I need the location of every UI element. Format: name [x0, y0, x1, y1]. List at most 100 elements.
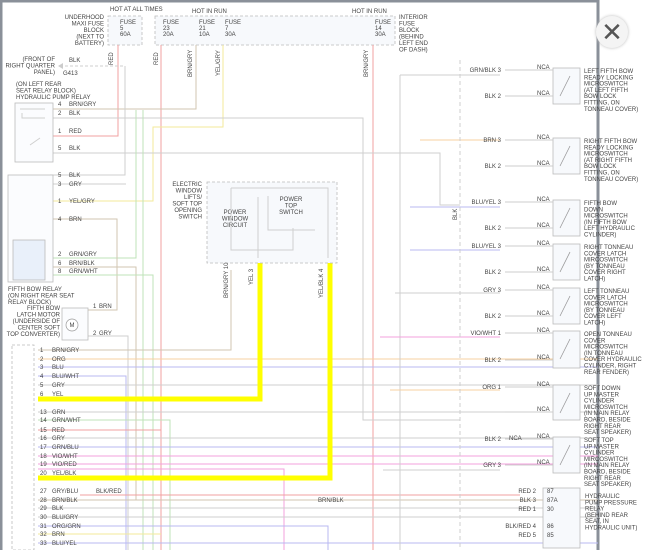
- switch-description: UP MASTER: [584, 444, 620, 450]
- wire: [38, 468, 285, 550]
- switch-description: RIGHT TONNEAU: [584, 245, 633, 251]
- label: UNDERHOOD: [65, 15, 105, 21]
- switch-description: CYLINDER: [584, 399, 615, 405]
- label: POWER: [224, 210, 247, 216]
- wire: [50, 218, 118, 311]
- wire: [50, 117, 460, 421]
- label: WINDOW: [176, 189, 203, 195]
- label: BLK: [69, 58, 80, 64]
- wire-label: BLK: [453, 209, 459, 220]
- switch-description: (IN MAIN RELAY: [584, 411, 630, 417]
- nca-label: NCA: [537, 285, 550, 291]
- pin-number: 3: [40, 365, 44, 371]
- label: (NEXT TO: [76, 35, 104, 41]
- switch-description: MICROSWITCH: [584, 405, 628, 411]
- pin-color: BRN/GRY: [69, 102, 96, 108]
- hydraulic-pump-relay: [14, 102, 54, 163]
- switch-description: MICROSWITCH: [584, 152, 628, 158]
- wire-label: BRN/GRY: [364, 50, 370, 77]
- motor-symbol: M: [70, 323, 75, 329]
- switch-contact-icon: [559, 145, 571, 167]
- switch-description: SEAT SPEAKER): [584, 430, 631, 436]
- interior-fuse-block: [154, 15, 396, 46]
- switch-description: BOW LOCK: [584, 94, 616, 100]
- switch-description: SOFT TOP: [584, 438, 614, 444]
- switch-description: (IN FIFTH BOW: [584, 220, 627, 226]
- pin-label: RED 5: [518, 533, 536, 539]
- pin-color: YEL/BLK: [52, 471, 76, 477]
- switch-description: LEFT TONNEAU: [584, 289, 629, 295]
- wire: [38, 270, 232, 351]
- pin-number: 2: [58, 252, 62, 258]
- switch-description: READY LOCKING: [584, 75, 634, 81]
- label: CENTER SOFT: [18, 326, 61, 332]
- relay-description: HYDRAULIC: [585, 494, 620, 500]
- switch-contact-icon: [559, 338, 571, 360]
- fuse-number: 7: [225, 26, 229, 32]
- label: OF DASH): [399, 48, 428, 54]
- pin-number: 5: [40, 383, 44, 389]
- label: FIFTH BOW: [27, 306, 60, 312]
- pin-color: VIO/RED: [52, 462, 77, 468]
- fuse-number: 14: [375, 26, 382, 32]
- pin-number: 27: [40, 489, 47, 495]
- pin-number: 2: [58, 111, 62, 117]
- pin-label: BLU/YEL 3: [472, 200, 502, 206]
- pin-number: 29: [40, 506, 47, 512]
- close-icon: ✕: [601, 17, 623, 47]
- pin-number: 1: [58, 129, 62, 135]
- pin-color: GRN/WHT: [69, 269, 98, 275]
- label: SEAT RELAY BLOCK): [16, 89, 76, 95]
- nca-label: NCA: [537, 328, 550, 334]
- pin-label: GRY 3: [483, 288, 501, 294]
- label: (ON LEFT REAR: [16, 82, 62, 88]
- label: HOT IN RUN: [352, 9, 387, 15]
- pin-label: RED 2: [518, 489, 536, 495]
- pin-number: 4: [58, 102, 62, 108]
- switch-description: MIRCOSWITCH: [584, 258, 628, 264]
- label: BLOCK: [399, 28, 419, 34]
- pin-label: BLK 2: [485, 270, 502, 276]
- pin-label: BLK 3: [520, 498, 537, 504]
- pin-number: 13: [40, 410, 47, 416]
- pin-label: VIO/WHT 1: [470, 331, 501, 337]
- switch-contact-icon: [559, 444, 571, 466]
- pin-number: 2: [40, 357, 44, 363]
- nca-label: NCA: [537, 135, 550, 141]
- fuse-rating: 10A: [199, 32, 210, 38]
- label: G413: [63, 71, 78, 77]
- pin-label: GRY 3: [483, 463, 501, 469]
- nca-label: NCA: [537, 223, 550, 229]
- label: TOP: [285, 204, 297, 210]
- close-button[interactable]: ✕: [596, 16, 628, 48]
- fuse-label: FUSE: [375, 20, 391, 26]
- pin-number: 5: [58, 146, 62, 152]
- switch-description: MICROSWITCH: [584, 345, 628, 351]
- label: GRY: [99, 331, 112, 337]
- switch-contact-icon: [559, 251, 571, 273]
- switch-description: (IN TONNEAU: [584, 351, 623, 357]
- pin-color: GRY: [52, 383, 65, 389]
- switch-description: RIGHT REAR: [584, 476, 622, 482]
- pin-color: GRN/GRY: [69, 252, 97, 258]
- nca-label: NCA: [537, 267, 550, 273]
- wire-label: BRN/GRY: [188, 50, 194, 77]
- pin-color: BLK: [52, 506, 63, 512]
- label: 2: [93, 331, 97, 337]
- fuse-rating: 20A: [163, 32, 174, 38]
- terminal-label: 85: [547, 533, 554, 539]
- switch-description: COVER HYDRAULIC: [584, 357, 642, 363]
- label: BATTERY): [75, 41, 104, 47]
- pin-color: GRN: [52, 410, 65, 416]
- wire-label: BLK/RED: [96, 489, 122, 495]
- label: TOP CONVERTER): [7, 332, 60, 338]
- wire: [50, 274, 154, 550]
- switch-description: REAR FENDER): [584, 370, 629, 376]
- pin-color: GRY/BLU: [52, 489, 78, 495]
- pin-color: BLK: [69, 111, 80, 117]
- switch-description: MICROSWITCH: [584, 302, 628, 308]
- pin-number: 1: [58, 199, 62, 205]
- nca-label: NCA: [537, 65, 550, 71]
- switch-description: CYLINDER: [584, 451, 615, 457]
